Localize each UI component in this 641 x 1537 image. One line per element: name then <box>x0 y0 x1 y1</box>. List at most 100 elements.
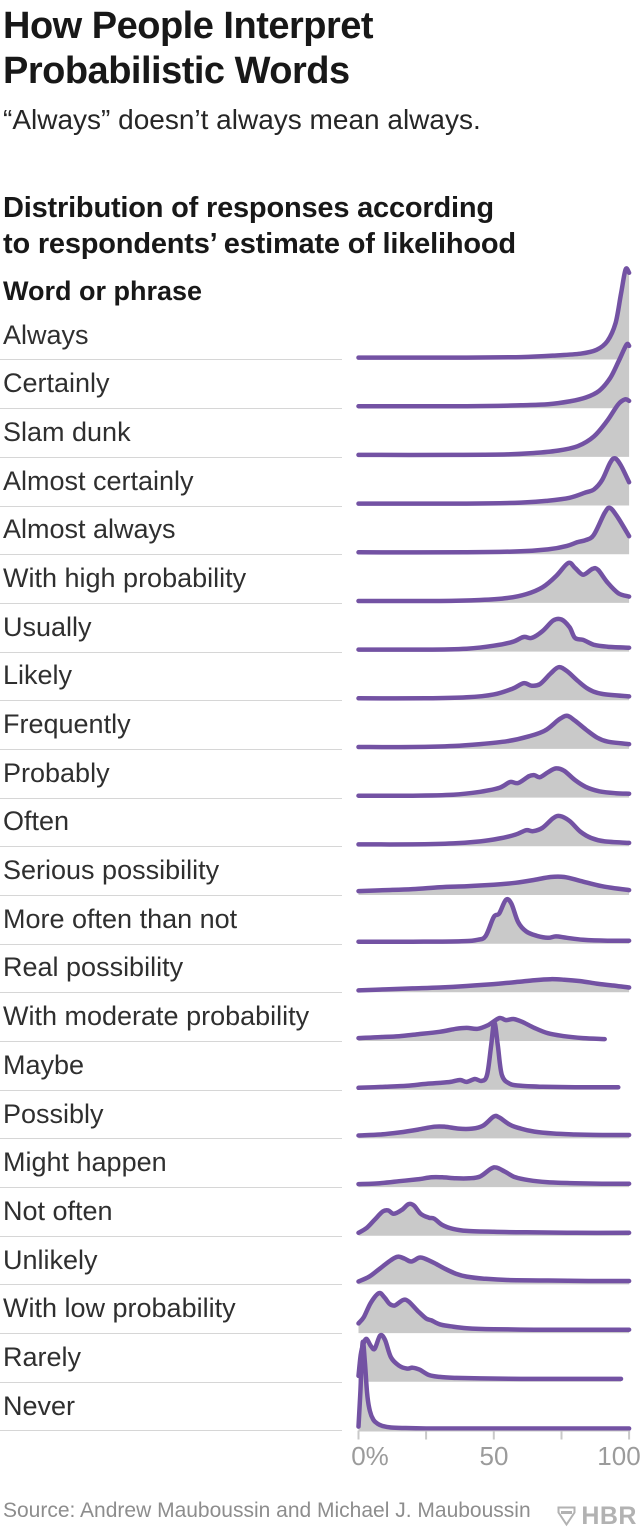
density-fill-unlikely <box>358 1256 630 1285</box>
row-almost-certainly: Almost certainly <box>0 457 342 507</box>
word-label: Slam dunk <box>3 417 131 447</box>
density-curve-with-high-probability <box>356 560 632 604</box>
word-label: Real possibility <box>3 952 184 983</box>
density-fill-often <box>358 815 630 847</box>
axis-label-0: 0% <box>351 1441 389 1471</box>
density-curve-not-often <box>356 1201 632 1236</box>
density-curve-always <box>356 266 632 360</box>
row-possibly: Possibly <box>0 1090 342 1140</box>
x-axis-tick-75 <box>560 1430 563 1440</box>
row-maybe: Maybe <box>0 1041 342 1091</box>
row-certainly: Certainly <box>0 360 342 410</box>
density-fill-not-often <box>358 1203 630 1236</box>
row-with-low-probability: With low probability <box>0 1284 342 1335</box>
density-curve-probably <box>356 766 632 798</box>
word-label: Might happen <box>3 1147 167 1178</box>
source-text: Source: Andrew Mauboussin and Michael J.… <box>3 1499 531 1522</box>
word-label: With low probability <box>3 1293 236 1324</box>
column-header: Word or phrase <box>3 276 203 306</box>
row-with-high-probability: With high probability <box>0 554 342 604</box>
hbr-logo: HBR <box>557 1502 637 1531</box>
density-fill-certainly <box>358 343 630 409</box>
density-curve-often <box>356 813 632 847</box>
word-label: Not often <box>3 1195 113 1226</box>
row-serious-possibility: Serious possibility <box>0 846 342 896</box>
row-real-possibility: Real possibility <box>0 944 342 994</box>
word-label: Probably <box>3 757 110 788</box>
density-curve-never <box>356 1339 632 1431</box>
density-curve-likely <box>356 664 632 701</box>
page-title: How People Interpret Probabilistic Words <box>3 5 374 92</box>
density-curve-frequently <box>356 713 632 750</box>
axis-label-100: 100 <box>597 1441 641 1471</box>
density-curve-almost-always <box>356 505 632 555</box>
word-label: Usually <box>3 611 92 642</box>
word-label: More often than not <box>3 903 238 934</box>
word-label: Serious possibility <box>3 855 220 886</box>
x-axis-tick-100 <box>628 1430 631 1440</box>
x-axis-tick-50 <box>492 1430 495 1440</box>
word-label: Possibly <box>3 1098 104 1129</box>
word-label: Unlikely <box>3 1244 98 1275</box>
density-fill-slam-dunk <box>358 399 630 457</box>
row-always: Always <box>0 311 342 361</box>
row-probably: Probably <box>0 749 342 799</box>
page-subtitle: “Always” doesn’t always mean always. <box>3 104 481 135</box>
word-label: Maybe <box>3 1049 85 1080</box>
row-not-often: Not often <box>0 1187 342 1237</box>
row-unlikely: Unlikely <box>0 1236 342 1286</box>
density-fill-almost-always <box>358 507 630 555</box>
word-label: Always <box>3 319 89 350</box>
word-label: Likely <box>3 660 73 691</box>
density-curve-serious-possibility <box>356 874 632 894</box>
density-curve-unlikely <box>356 1254 632 1284</box>
word-label: With moderate probability <box>3 1001 310 1032</box>
row-might-happen: Might happen <box>0 1138 342 1189</box>
word-label: Frequently <box>3 709 131 740</box>
row-with-moderate-probability: With moderate probability <box>0 992 342 1042</box>
x-axis-tick-25 <box>425 1430 428 1440</box>
density-fill-always <box>358 268 630 360</box>
density-fill-rarely <box>358 1335 621 1382</box>
density-curve-maybe <box>356 1020 621 1091</box>
row-usually: Usually <box>0 603 342 653</box>
density-fill-possibly <box>358 1115 630 1139</box>
density-curve-more-often-than-not <box>356 897 632 944</box>
axis-label-50: 50 <box>479 1441 509 1471</box>
row-likely: Likely <box>0 652 342 702</box>
density-curve-rarely <box>356 1332 624 1382</box>
density-curve-slam-dunk <box>356 397 632 458</box>
density-fill-with-low-probability <box>358 1293 630 1334</box>
row-slam-dunk: Slam dunk <box>0 408 342 458</box>
density-curve-might-happen <box>356 1165 632 1187</box>
logo-text: HBR <box>581 1502 637 1530</box>
word-label: Certainly <box>3 368 110 399</box>
row-never: Never <box>0 1382 342 1432</box>
word-label: Almost always <box>3 514 176 545</box>
density-curve-real-possibility <box>356 976 632 993</box>
density-fill-probably <box>358 768 630 798</box>
word-label: Almost certainly <box>3 465 194 496</box>
density-curve-usually <box>356 616 632 652</box>
density-fill-with-high-probability <box>358 562 630 603</box>
word-label: Rarely <box>3 1341 82 1372</box>
density-fill-frequently <box>358 715 630 749</box>
row-frequently: Frequently <box>0 700 342 750</box>
word-label: Often <box>3 806 70 837</box>
shield-icon <box>557 1506 576 1527</box>
density-fill-never <box>358 1341 630 1431</box>
density-curve-certainly <box>356 341 632 409</box>
density-fill-usually <box>358 618 630 652</box>
word-label: Never <box>3 1390 76 1421</box>
word-label: With high probability <box>3 563 247 594</box>
density-curve-possibly <box>356 1113 632 1138</box>
x-axis-tick-0 <box>357 1430 360 1440</box>
density-fill-almost-certainly <box>358 458 630 506</box>
row-rarely: Rarely <box>0 1333 342 1383</box>
row-often: Often <box>0 798 342 848</box>
density-fill-likely <box>358 667 630 701</box>
section-heading: Distribution of responses according to r… <box>3 192 516 261</box>
density-curve-almost-certainly <box>356 455 632 506</box>
